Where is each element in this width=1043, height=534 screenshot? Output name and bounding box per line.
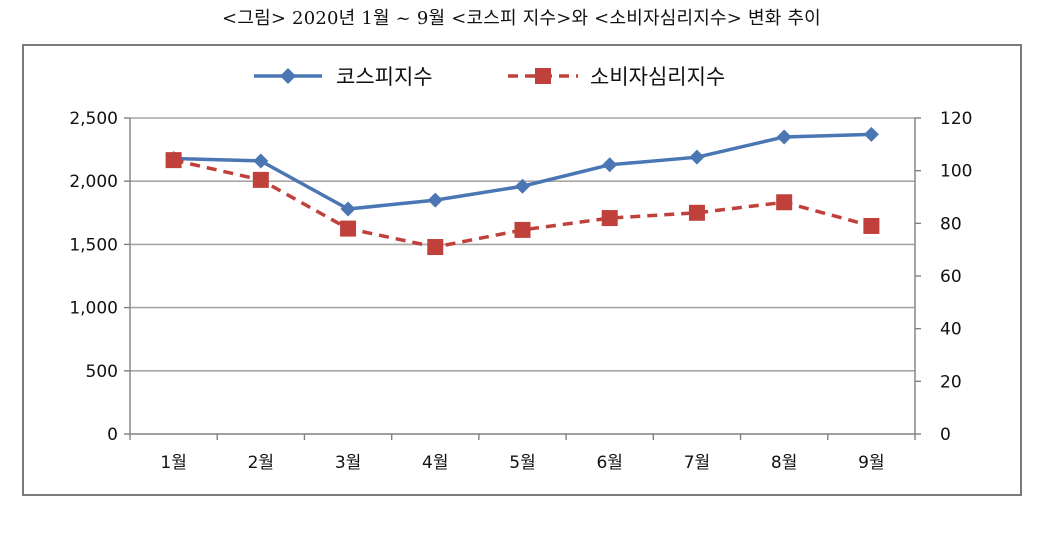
right-tick-label: 120: [940, 109, 972, 129]
series-layer: [165, 126, 880, 256]
right-tick-label: 20: [940, 372, 962, 392]
csi-point-marker: [514, 221, 531, 238]
kospi-point-marker: [427, 192, 443, 208]
kospi-point-marker: [689, 149, 705, 165]
csi-point-marker: [252, 171, 269, 188]
kospi-line: [173, 132, 872, 211]
legend-csi-label: 소비자심리지수: [590, 65, 725, 89]
left-axis-ticks: 0 500 1,000 1,500 2,000 2,500: [69, 109, 130, 445]
right-tick-label: 80: [940, 214, 962, 234]
x-tick-label: 5월: [509, 453, 535, 473]
x-tick-label: 9월: [858, 453, 884, 473]
x-tick-label: 3월: [335, 453, 361, 473]
csi-point-marker: [427, 239, 444, 256]
legend-csi-square-icon: [535, 68, 551, 84]
x-axis-ticks: 1월 2월 3월 4월 5월 6월 7월 8월 9월: [129, 434, 916, 473]
left-tick-label: 1,000: [69, 299, 118, 319]
x-tick-label: 1월: [160, 453, 186, 473]
left-tick-label: 1,500: [69, 235, 118, 255]
kospi-point-marker: [515, 178, 530, 194]
kospi-point-marker: [776, 129, 792, 145]
csi-point-marker: [776, 194, 793, 211]
csi-line: [173, 158, 872, 249]
kospi-point-marker: [340, 201, 356, 217]
x-tick-label: 6월: [596, 453, 622, 473]
kospi-point-marker: [253, 153, 269, 169]
kospi-point-marker: [602, 157, 618, 173]
csi-point-marker: [165, 152, 182, 169]
right-tick-label: 100: [940, 162, 972, 182]
legend-kospi-diamond-icon: [280, 68, 296, 84]
kospi-point-marker: [863, 126, 879, 142]
x-tick-label: 4월: [422, 453, 448, 473]
chart-title: <그림> 2020년 1월 ~ 9월 <코스피 지수>와 <소비자심리지수> 변…: [222, 8, 821, 29]
legend-kospi-label: 코스피지수: [336, 65, 433, 89]
legend: 코스피지수 소비자심리지수: [254, 65, 725, 89]
right-axis-ticks: 0 20 40 60 80 100 120: [915, 109, 972, 445]
right-tick-label: 0: [940, 425, 951, 445]
left-tick-label: 2,500: [69, 109, 118, 129]
csi-point-marker: [601, 210, 618, 227]
right-tick-label: 60: [940, 267, 962, 287]
left-tick-label: 500: [86, 362, 118, 382]
gridlines: [130, 117, 915, 372]
left-tick-label: 0: [107, 425, 118, 445]
axes: [129, 118, 916, 435]
chart-frame: [22, 44, 1022, 496]
x-tick-label: 7월: [684, 453, 710, 473]
right-tick-label: 40: [940, 320, 962, 340]
x-tick-label: 2월: [248, 453, 274, 473]
csi-point-marker: [340, 220, 357, 237]
csi-point-marker: [688, 204, 705, 221]
x-tick-label: 8월: [771, 453, 797, 473]
left-tick-label: 2,000: [69, 172, 118, 192]
csi-point-marker: [863, 217, 880, 234]
